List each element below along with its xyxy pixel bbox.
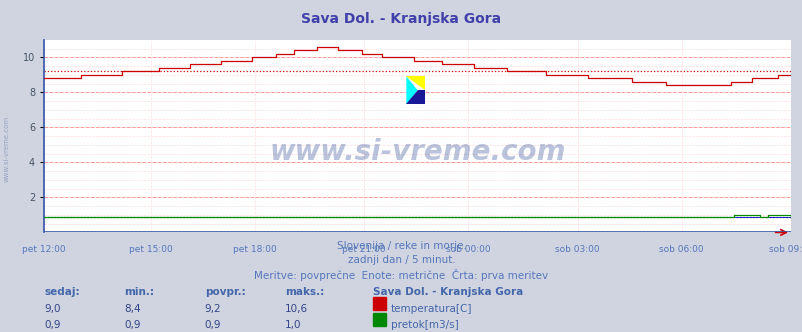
Text: sob 06:00: sob 06:00 <box>658 245 703 254</box>
Text: Sava Dol. - Kranjska Gora: Sava Dol. - Kranjska Gora <box>373 287 523 297</box>
Text: 9,0: 9,0 <box>44 304 61 314</box>
Text: pet 12:00: pet 12:00 <box>22 245 66 254</box>
Polygon shape <box>406 76 417 104</box>
Text: Slovenija / reke in morje.: Slovenija / reke in morje. <box>336 241 466 251</box>
Text: maks.:: maks.: <box>285 287 324 297</box>
Polygon shape <box>406 90 424 104</box>
Text: 0,9: 0,9 <box>205 320 221 330</box>
Text: sedaj:: sedaj: <box>44 287 79 297</box>
Text: sob 03:00: sob 03:00 <box>554 245 599 254</box>
Text: www.si-vreme.com: www.si-vreme.com <box>3 116 10 183</box>
Text: min.:: min.: <box>124 287 154 297</box>
Text: 0,9: 0,9 <box>44 320 61 330</box>
Text: www.si-vreme.com: www.si-vreme.com <box>269 137 565 166</box>
Text: 8,4: 8,4 <box>124 304 141 314</box>
Text: sob 09:00: sob 09:00 <box>768 245 802 254</box>
Text: zadnji dan / 5 minut.: zadnji dan / 5 minut. <box>347 255 455 265</box>
Text: pet 21:00: pet 21:00 <box>342 245 386 254</box>
Text: pet 18:00: pet 18:00 <box>233 245 277 254</box>
Polygon shape <box>406 76 424 90</box>
Text: 9,2: 9,2 <box>205 304 221 314</box>
Text: 0,9: 0,9 <box>124 320 141 330</box>
Text: Sava Dol. - Kranjska Gora: Sava Dol. - Kranjska Gora <box>301 12 501 26</box>
Text: pet 15:00: pet 15:00 <box>129 245 172 254</box>
Text: povpr.:: povpr.: <box>205 287 245 297</box>
Text: Meritve: povprečne  Enote: metrične  Črta: prva meritev: Meritve: povprečne Enote: metrične Črta:… <box>254 269 548 281</box>
Text: 10,6: 10,6 <box>285 304 308 314</box>
Text: 1,0: 1,0 <box>285 320 302 330</box>
Text: temperatura[C]: temperatura[C] <box>391 304 472 314</box>
Text: pretok[m3/s]: pretok[m3/s] <box>391 320 458 330</box>
Text: sob 00:00: sob 00:00 <box>445 245 490 254</box>
